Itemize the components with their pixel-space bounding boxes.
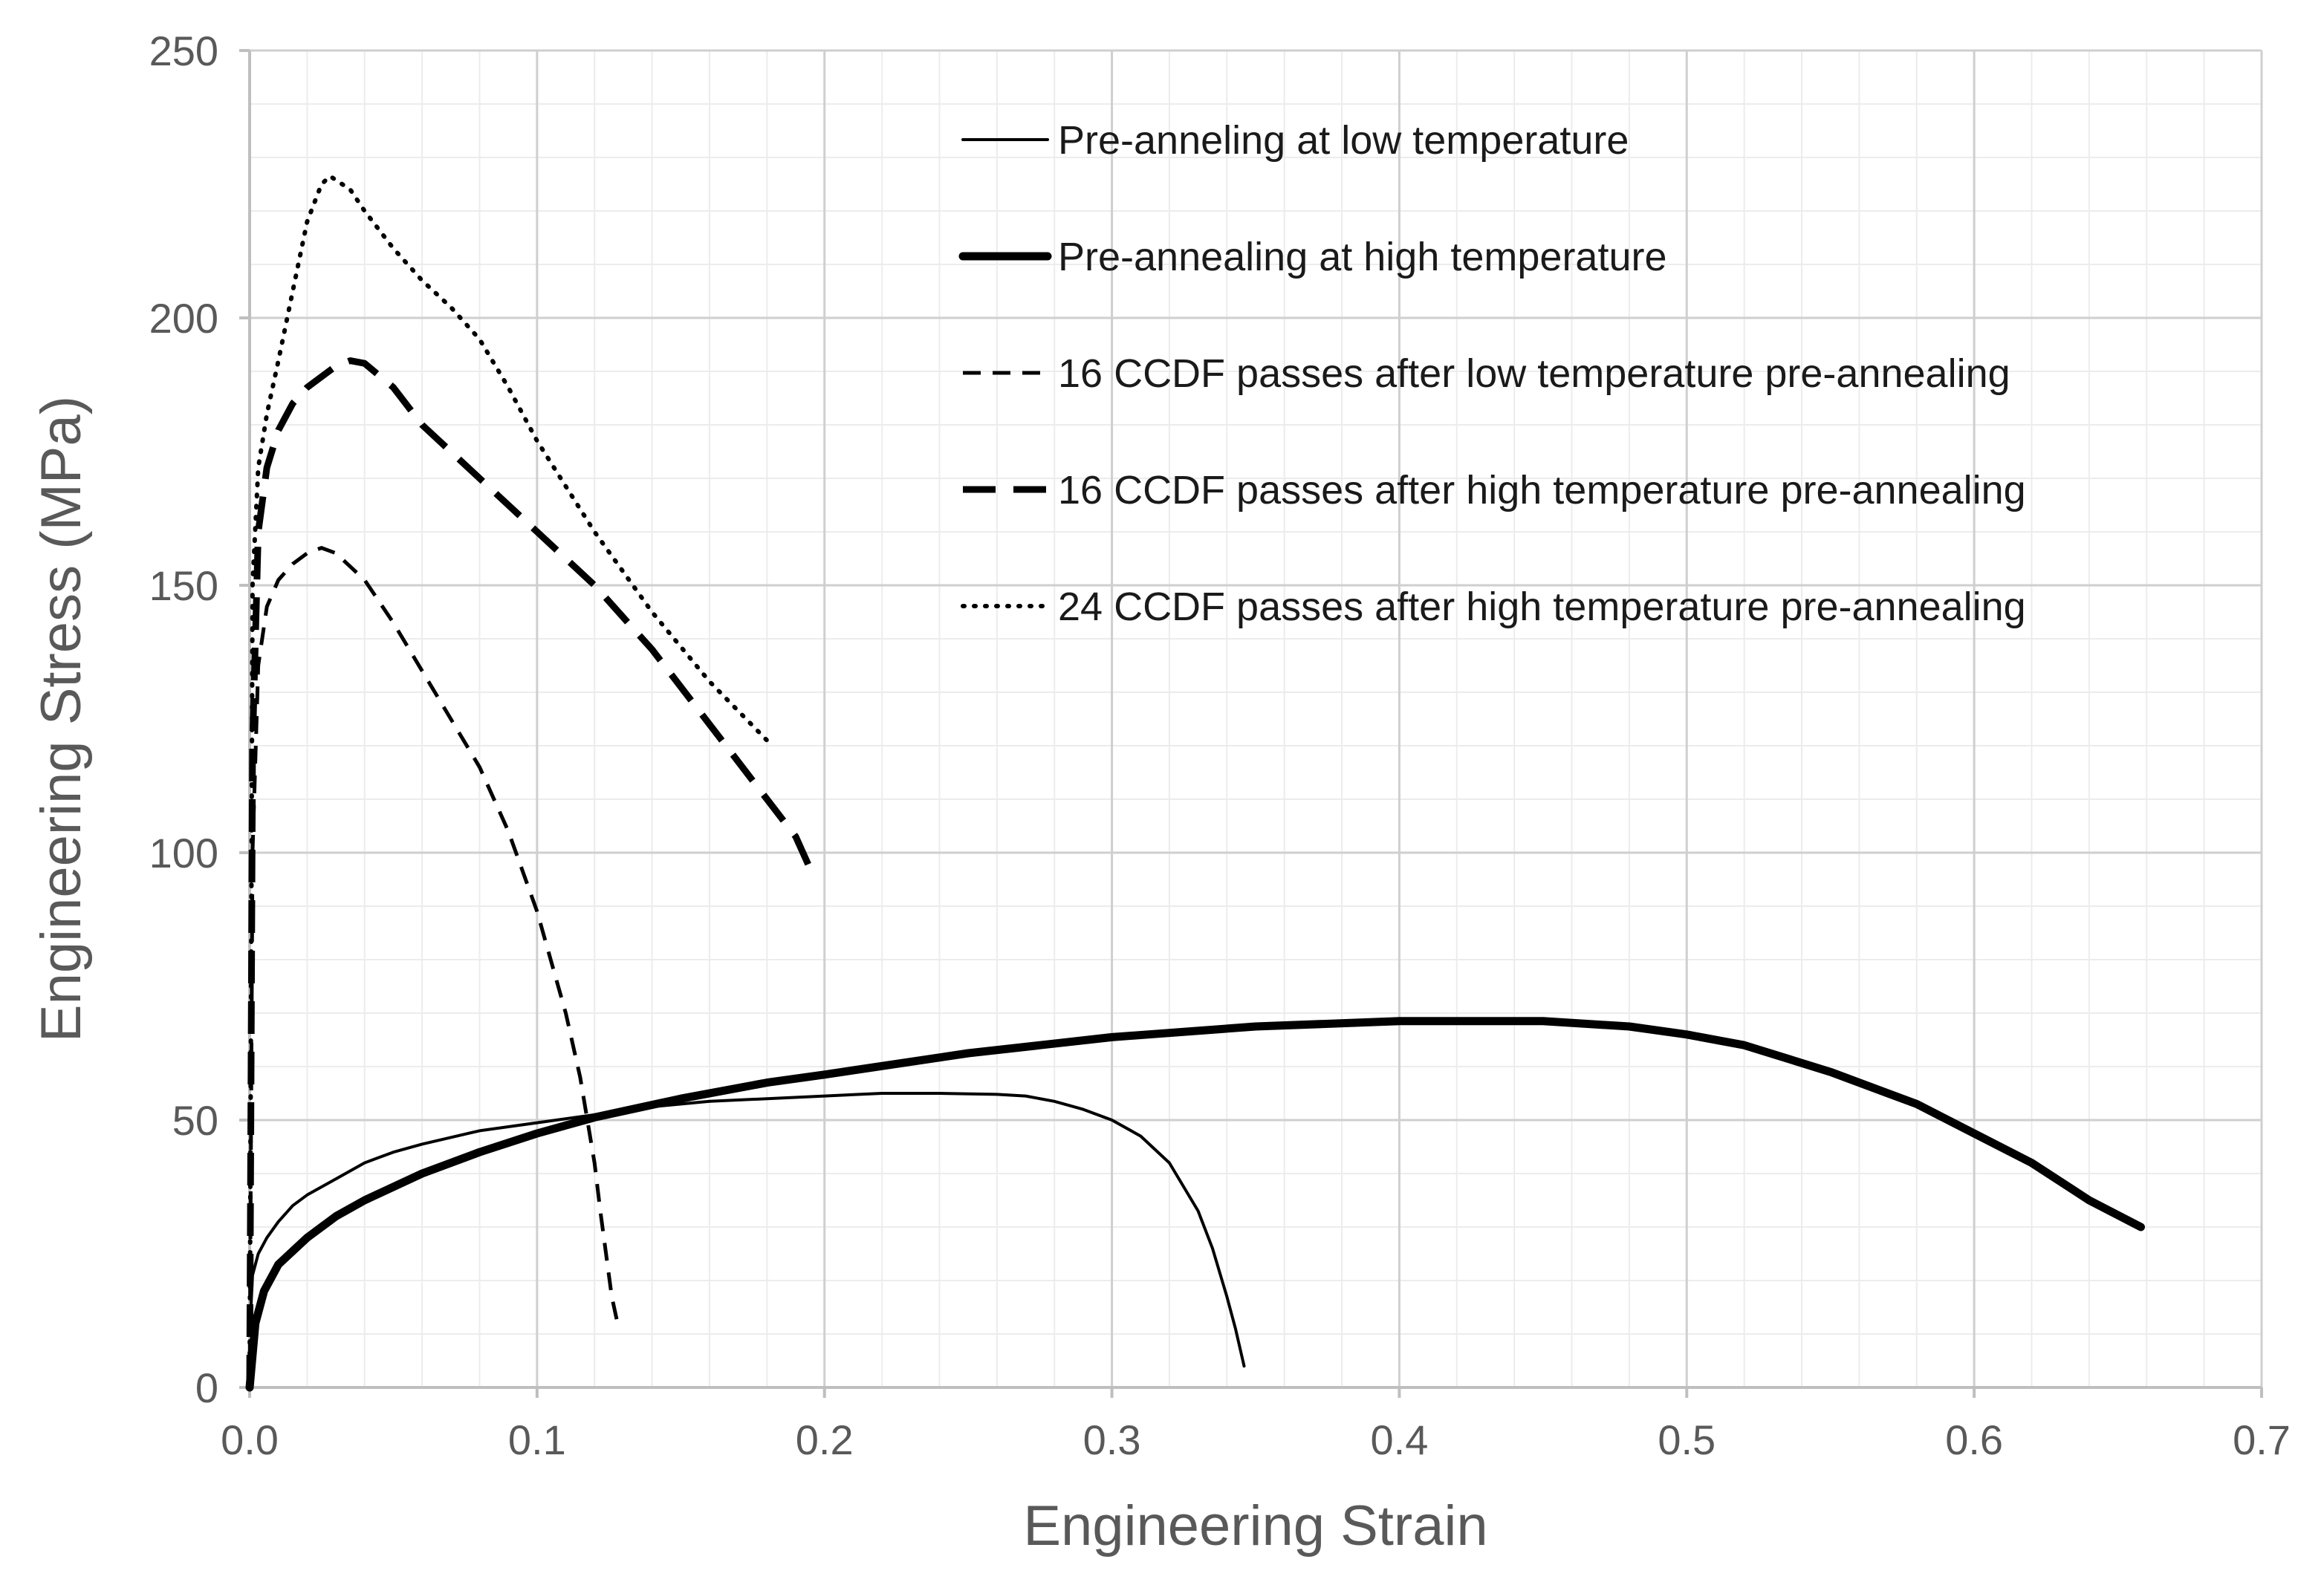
series-line-1: [248, 1092, 1246, 1368]
y-tick-label: 250: [149, 27, 218, 74]
series-line-4: [246, 357, 814, 1388]
legend-label-1: Pre-anneling at low temperature: [1058, 118, 1629, 163]
x-tick-label: 0.5: [1658, 1416, 1716, 1463]
x-tick-label: 0.1: [508, 1416, 566, 1463]
y-tick-label: 0: [195, 1364, 218, 1411]
series-line-3: [247, 546, 620, 1388]
legend-label-3: 16 CCDF passes after low temperature pre…: [1058, 351, 2010, 396]
legend-label-2: Pre-annealing at high temperature: [1058, 235, 1667, 279]
y-tick-label: 100: [149, 830, 218, 876]
x-tick-label: 0.0: [221, 1416, 279, 1463]
y-tick-label: 200: [149, 295, 218, 342]
y-tick-label: 50: [172, 1097, 218, 1144]
series-line-2: [245, 1017, 2145, 1392]
x-tick-label: 0.6: [1945, 1416, 2003, 1463]
x-tick-label: 0.3: [1083, 1416, 1141, 1463]
series-line-5: [247, 174, 770, 1390]
x-tick-label: 0.2: [796, 1416, 854, 1463]
y-axis-title: Engineering Stress (MPa): [30, 396, 93, 1042]
x-axis-title: Engineering Strain: [1023, 1494, 1487, 1558]
legend-label-5: 24 CCDF passes after high temperature pr…: [1058, 585, 2026, 629]
x-tick-label: 0.7: [2233, 1416, 2291, 1463]
series-lines: [245, 174, 2145, 1392]
legend: Pre-anneling at low temperature Pre-annea…: [958, 118, 2026, 629]
y-tick-label: 150: [149, 562, 218, 609]
x-tick-label: 0.4: [1370, 1416, 1428, 1463]
y-tick-labels: 0 50 100 150 200 250: [149, 27, 218, 1411]
x-tick-labels: 0.0 0.1 0.2 0.3 0.4 0.5 0.6 0.7: [221, 1416, 2291, 1463]
legend-label-4: 16 CCDF passes after high temperature pr…: [1058, 468, 2026, 512]
